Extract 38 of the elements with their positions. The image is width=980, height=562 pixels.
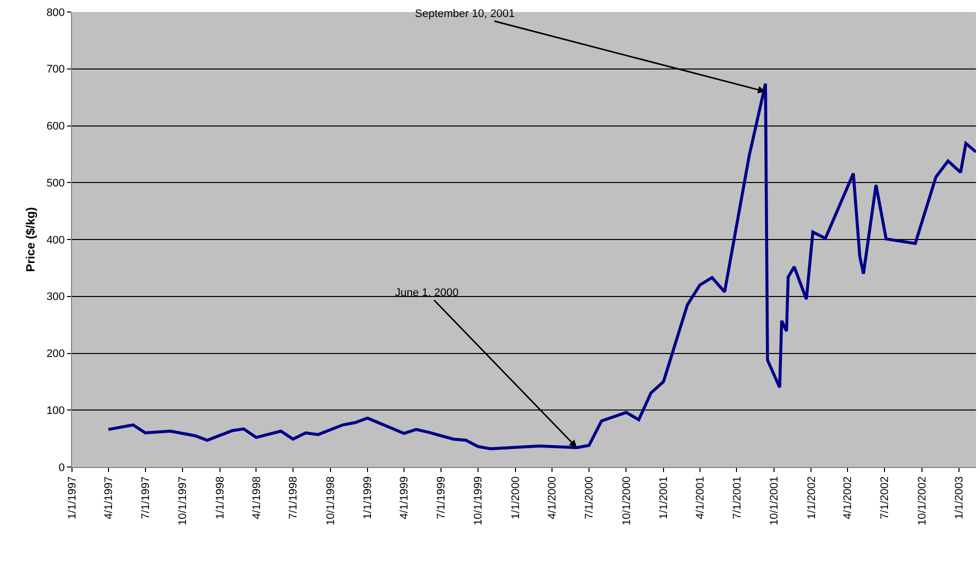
x-tick-label: 4/1/1999 bbox=[398, 476, 411, 520]
x-tick-label: 10/1/1999 bbox=[472, 476, 485, 526]
x-tick-label: 1/1/2003 bbox=[954, 476, 966, 520]
annotation: September 10, 2001 bbox=[415, 8, 515, 20]
x-tick-label: 1/1/1999 bbox=[362, 476, 374, 520]
x-tick-label: 7/1/1999 bbox=[435, 476, 448, 520]
x-tick-label: 4/1/2000 bbox=[546, 476, 559, 520]
x-tick-label: 1/1/1998 bbox=[214, 476, 226, 520]
y-tick-label: 200 bbox=[46, 348, 65, 360]
x-tick-label: 1/1/2000 bbox=[510, 476, 522, 520]
x-tick-label: 7/1/2002 bbox=[879, 476, 892, 520]
y-axis-title: Price ($/kg) bbox=[24, 207, 38, 272]
y-tick-label: 600 bbox=[46, 120, 65, 133]
x-tick-label: 4/1/2001 bbox=[694, 476, 706, 520]
x-tick-label: 7/1/1998 bbox=[288, 476, 300, 520]
x-tick-label: 7/1/1997 bbox=[140, 476, 152, 520]
x-tick-label: 4/1/1997 bbox=[103, 476, 116, 520]
x-tick-label: 10/1/2000 bbox=[620, 476, 633, 526]
x-tick-label: 10/1/2001 bbox=[768, 476, 781, 526]
line-series bbox=[106, 82, 976, 450]
x-tick-label: 1/1/1997 bbox=[66, 476, 79, 520]
x-tick-label: 7/1/2001 bbox=[731, 476, 744, 520]
y-tick-label: 300 bbox=[46, 291, 65, 304]
x-tick-label: 10/1/1998 bbox=[324, 476, 337, 526]
y-tick-label: 800 bbox=[46, 6, 65, 19]
y-tick-label: 400 bbox=[46, 234, 65, 246]
x-tick-label: 10/1/1997 bbox=[177, 476, 190, 526]
y-tick-label: 700 bbox=[46, 64, 65, 76]
y-tick-label: 100 bbox=[46, 404, 65, 417]
x-tick-label: 10/1/2002 bbox=[916, 476, 928, 526]
x-tick-label: 1/1/2001 bbox=[658, 476, 670, 520]
annotation: June 1, 2000 bbox=[395, 287, 459, 299]
x-tick-label: 7/1/2000 bbox=[584, 476, 596, 520]
y-tick-label: 500 bbox=[46, 177, 65, 190]
x-tick-label: 4/1/1998 bbox=[250, 476, 263, 520]
x-tick-label: 4/1/2002 bbox=[842, 476, 854, 520]
x-tick-label: 1/1/2002 bbox=[806, 476, 818, 520]
y-tick-label: 0 bbox=[58, 462, 65, 474]
